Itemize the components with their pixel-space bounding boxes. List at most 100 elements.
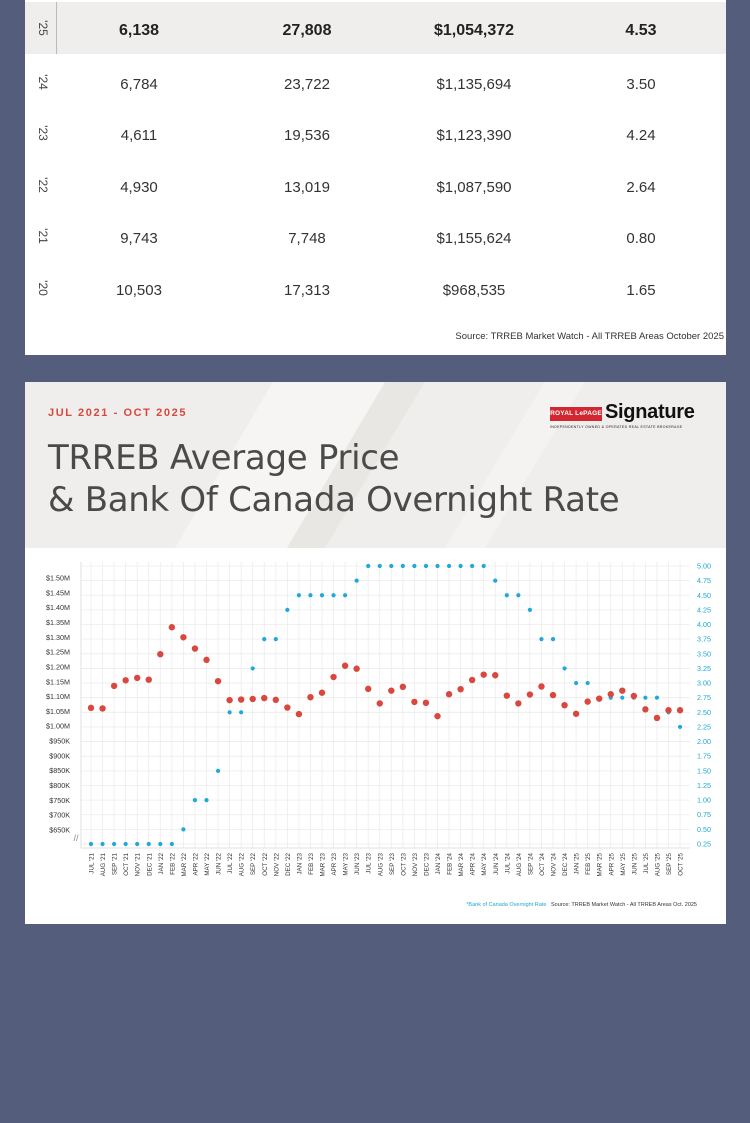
- price-point: [468, 676, 476, 684]
- x-axis-tick-label: AUG '21: [100, 852, 107, 876]
- price-point: [261, 694, 268, 702]
- chart-header: JUL 2021 - OCT 2025 TRREB Average Price …: [25, 382, 726, 548]
- price-point: [492, 672, 499, 679]
- sales-cell: 4,930: [120, 178, 158, 196]
- new-listings-cell: 19,536: [284, 127, 330, 145]
- year-label: '21: [35, 228, 50, 245]
- price-point: [295, 710, 303, 718]
- right-axis-tick-label: 4.75: [697, 576, 711, 585]
- x-axis-tick-label: JUN '25: [631, 852, 638, 874]
- price-point: [203, 656, 210, 664]
- brokerage-logo: ROYAL LePAGE Signature INDEPENDENTLY OWN…: [550, 401, 700, 432]
- right-axis-tick-label: 5.00: [697, 562, 711, 571]
- x-axis-tick-label: JAN '24: [435, 852, 442, 874]
- rate-point: [112, 841, 117, 847]
- rate-point: [446, 563, 452, 569]
- left-axis-tick-label: $1.10M: [46, 692, 70, 701]
- price-point: [272, 696, 279, 704]
- axis-break-symbol: //: [73, 833, 79, 843]
- year-cell: '20: [29, 262, 57, 314]
- price-point: [665, 707, 672, 714]
- rate-point: [562, 666, 567, 671]
- x-axis-tick-label: OCT '24: [539, 852, 546, 875]
- price-point: [249, 695, 256, 703]
- rate-point: [227, 710, 232, 715]
- left-axis-tick-label: $1.35M: [46, 618, 70, 627]
- x-axis-tick-label: MAY '22: [204, 852, 211, 875]
- x-axis-tick-label: AUG '25: [654, 852, 661, 876]
- x-axis-tick-label: NOV '22: [273, 852, 280, 876]
- price-point: [434, 712, 441, 720]
- x-axis-tick-label: MAY '24: [481, 852, 488, 875]
- price-point: [134, 674, 141, 682]
- rate-point: [412, 563, 417, 569]
- rate-point: [470, 563, 475, 569]
- price-point: [642, 706, 649, 713]
- rate-point: [643, 695, 648, 700]
- x-axis-tick-label: DEC '22: [285, 852, 292, 875]
- x-axis-tick-label: JUN '23: [354, 852, 361, 874]
- left-axis-tick-label: $900K: [49, 751, 70, 760]
- logo-tagline: INDEPENDENTLY OWNED & OPERATED REAL ESTA…: [550, 425, 683, 429]
- months-inventory-cell: 3.50: [626, 75, 656, 93]
- price-point: [99, 705, 106, 712]
- price-point: [515, 700, 522, 707]
- new-listings-cell: 23,722: [284, 75, 330, 93]
- rate-point: [574, 680, 579, 686]
- chart-title-line-1: TRREB Average Price: [48, 438, 400, 478]
- x-axis-tick-label: DEC '23: [423, 852, 430, 875]
- x-axis-tick-label: OCT '21: [123, 852, 130, 875]
- price-point: [145, 676, 152, 683]
- rate-point: [458, 563, 463, 569]
- left-axis-tick-label: $1.40M: [46, 603, 70, 612]
- average-price-cell: $1,135,694: [436, 75, 512, 93]
- sales-summary-table: '25 6,138 27,808 $1,054,372 4.53 '24 6,784 23,7…: [25, 0, 726, 355]
- rate-point: [169, 841, 174, 847]
- price-point: [353, 665, 360, 672]
- new-listings-cell: 13,019: [284, 178, 330, 196]
- x-axis-tick-label: SEP '22: [250, 852, 257, 875]
- right-axis-tick-label: 3.00: [697, 679, 711, 688]
- price-point: [596, 695, 603, 702]
- sales-cell: 10,503: [116, 282, 162, 299]
- x-axis-tick-label: AUG '23: [377, 852, 384, 876]
- rate-point: [389, 563, 394, 569]
- right-axis-tick-label: 3.50: [697, 649, 711, 658]
- table-row: '22 4,930 13,019 $1,087,590 2.64: [25, 159, 726, 211]
- x-axis-tick-label: APR '23: [331, 852, 338, 875]
- rate-point: [539, 637, 544, 642]
- x-axis-tick-label: JUL '25: [643, 852, 650, 873]
- left-axis-tick-label: $650K: [49, 826, 70, 835]
- rate-point: [146, 841, 151, 847]
- x-axis-tick-label: APR '24: [470, 852, 477, 875]
- x-axis-tick-label: SEP '21: [112, 852, 119, 875]
- left-axis-tick-label: $1.20M: [46, 662, 70, 671]
- months-inventory-cell: 4.53: [625, 22, 657, 39]
- left-axis-tick-label: $1.00M: [46, 722, 70, 731]
- left-axis-tick-label: $850K: [49, 766, 70, 775]
- x-axis-tick-label: JAN '22: [158, 852, 165, 874]
- price-rate-plot: $650K $700K $750K $800K $850K $900K $950K $1.00…: [46, 562, 711, 877]
- price-point: [157, 650, 164, 658]
- rate-point: [331, 593, 336, 598]
- year-label: '25: [35, 20, 50, 36]
- average-price-cell: $968,535: [442, 282, 506, 299]
- rate-point: [285, 607, 290, 612]
- x-axis-tick-label: FEB '22: [169, 852, 176, 874]
- rate-point: [262, 637, 267, 642]
- x-axis-tick-label: FEB '25: [585, 852, 592, 874]
- rate-point: [550, 637, 556, 642]
- x-axis-tick-label: AUG '22: [239, 852, 246, 876]
- price-point: [214, 677, 222, 685]
- table-row: '23 4,611 19,536 $1,123,390 4.24: [25, 107, 726, 159]
- table-source-note: Source: TRREB Market Watch - All TRREB A…: [455, 331, 724, 342]
- year-cell: '23: [29, 107, 57, 159]
- rate-point: [158, 841, 163, 847]
- price-point: [503, 692, 510, 699]
- x-axis-tick-label: JUL '24: [504, 852, 511, 873]
- x-axis-tick-label: OCT '25: [678, 852, 685, 875]
- average-price-cell: $1,087,590: [436, 178, 512, 196]
- right-axis-tick-label: 1.50: [697, 766, 711, 775]
- x-axis-tick-label: SEP '24: [527, 852, 534, 875]
- price-point: [226, 696, 233, 704]
